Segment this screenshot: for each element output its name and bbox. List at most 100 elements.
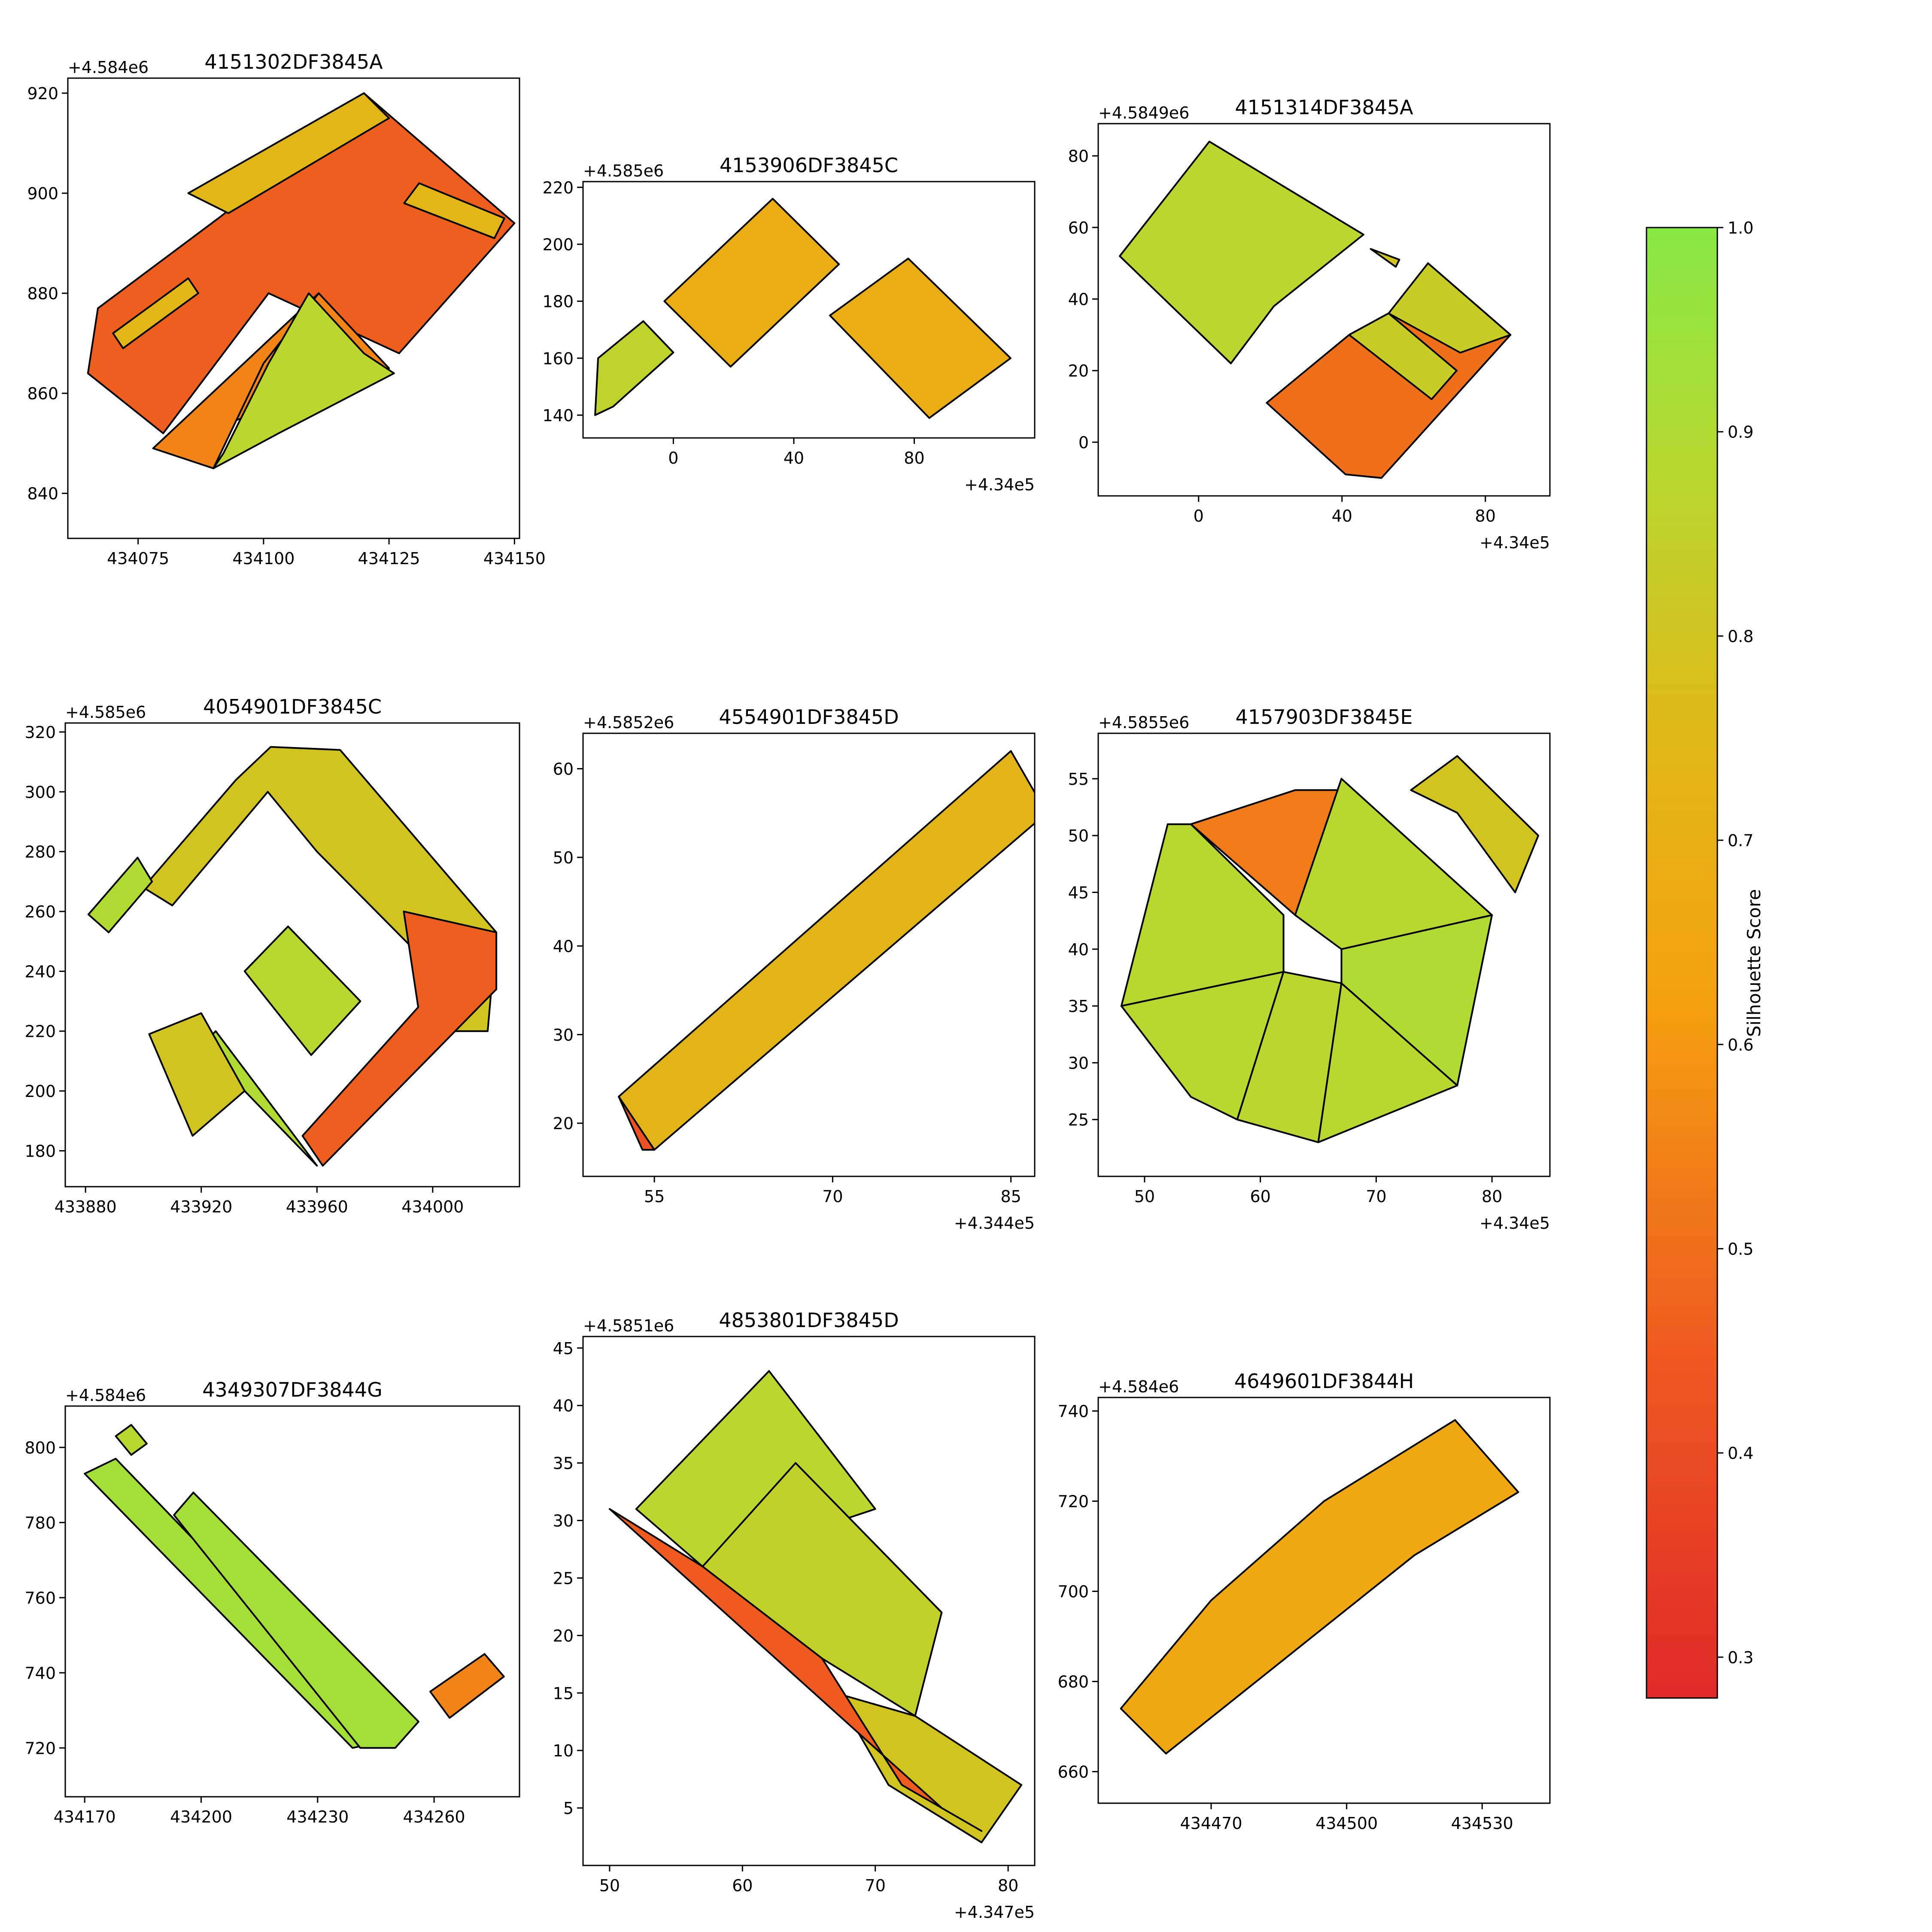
y-tick-label: 45 (1068, 883, 1089, 902)
y-offset-label: +4.584e6 (1098, 1377, 1179, 1396)
axes-frame (582, 732, 1036, 1177)
map-panel: 50 60 70 80 45 40 35 30 25 20 15 10 5 +4.5851e6 +4.347… (553, 1309, 1036, 1922)
y-offset-label: +4.584e6 (65, 1386, 146, 1405)
colorbar-tick-label: 0.8 (1728, 627, 1753, 646)
x-tick-label: 55 (644, 1187, 665, 1206)
parcel-region (618, 1096, 656, 1151)
y-tick-label: 50 (1068, 826, 1089, 845)
x-tick-label: 70 (822, 1187, 843, 1206)
y-tick-label: 880 (27, 284, 58, 303)
axes-frame (1097, 123, 1551, 497)
x-tick-label: 80 (998, 1876, 1018, 1895)
map-panel: 0 40 80 220 200 180 160 140 +4.585e6 +4.34e5 41539… (542, 154, 1036, 494)
y-tick-label: 80 (1068, 147, 1089, 166)
axes-frame (64, 722, 520, 1188)
x-tick-label: 433960 (286, 1197, 348, 1216)
y-offset-label: +4.5852e6 (583, 713, 674, 732)
x-tick-label: 0 (668, 449, 678, 468)
y-tick-label: 60 (1068, 219, 1089, 237)
x-tick-label: 434125 (358, 549, 420, 568)
parcel-region (829, 258, 1012, 419)
parcel-region (834, 1692, 1023, 1844)
y-tick-label: 20 (553, 1114, 574, 1133)
y-tick-label: 320 (24, 723, 56, 742)
parcel-region (1348, 312, 1458, 400)
regions (608, 1370, 1023, 1844)
regions (87, 746, 498, 1167)
regions (1120, 755, 1539, 1143)
x-tick-label: 433920 (170, 1197, 232, 1216)
x-tick-label: 434000 (401, 1197, 464, 1216)
map-panel: 434075 434100 434125 434150 920 900 880 860 840 +… (27, 50, 545, 568)
y-tick-label: 40 (1068, 940, 1089, 959)
regions (1119, 140, 1512, 479)
map-panel: 434170 434200 434230 434260 800 780 760 740 720 +… (24, 1378, 520, 1826)
y-tick-label: 180 (24, 1142, 56, 1160)
y-tick-label: 50 (553, 848, 574, 867)
regions (1120, 1419, 1519, 1755)
y-tick-label: 220 (24, 1022, 56, 1041)
y-tick-label: 720 (24, 1739, 56, 1758)
y-tick-label: 30 (1068, 1054, 1089, 1072)
y-tick-label: 20 (1068, 361, 1089, 380)
panel-title: 4853801DF3845D (719, 1309, 899, 1332)
y-tick-label: 180 (542, 292, 574, 311)
x-offset-label: +4.347e5 (954, 1903, 1035, 1922)
parcel-region (87, 857, 153, 933)
x-tick-label: 434075 (107, 549, 169, 568)
x-tick-label: 0 (1194, 507, 1204, 526)
x-tick-label: 80 (904, 449, 924, 468)
colorbar-gradient (1646, 227, 1718, 1699)
y-tick-label: 10 (553, 1741, 574, 1760)
colorbar-ticks: 1.0 0.9 0.8 0.7 0.6 0.5 0.4 0.3 (1717, 219, 1753, 1667)
y-tick-label: 200 (24, 1082, 56, 1101)
y-tick-label: 260 (24, 902, 56, 921)
x-tick-label: 85 (1000, 1187, 1021, 1206)
y-tick-label: 35 (1068, 997, 1089, 1016)
panel-title: 4349307DF3844G (202, 1378, 382, 1401)
parcel-region (243, 925, 361, 1056)
x-tick-label: 50 (599, 1876, 620, 1895)
parcel-region (1370, 248, 1400, 268)
y-tick-label: 160 (542, 349, 574, 368)
colorbar-tick-label: 1.0 (1728, 219, 1753, 237)
y-tick-label: 30 (553, 1026, 574, 1045)
panel-title: 4649601DF3844H (1234, 1370, 1414, 1393)
y-tick-label: 140 (542, 406, 574, 425)
plot-area (583, 182, 1035, 438)
parcel-region (112, 277, 199, 349)
x-tick-label: 40 (784, 449, 804, 468)
x-offset-label: +4.34e5 (1479, 1214, 1550, 1233)
x-offset-label: +4.344e5 (954, 1214, 1035, 1233)
map-panel: 434470 434500 434530 740 720 700 680 660 +4.584e… (1057, 1370, 1551, 1833)
panel-title: 4554901DF3845D (719, 705, 899, 729)
parcel-region (213, 292, 395, 469)
y-offset-label: +4.584e6 (68, 58, 149, 77)
map-panel: 0 40 80 80 60 40 20 0 +4.5849e6 +4.34e5 4151314DF3… (1068, 96, 1551, 552)
parcel-region (87, 92, 516, 434)
x-tick-label: 433880 (55, 1197, 117, 1216)
y-tick-label: 220 (542, 178, 574, 197)
parcel-region (1119, 140, 1364, 365)
y-tick-label: 900 (27, 184, 58, 203)
parcel-region (1388, 262, 1512, 354)
parcel-region (301, 911, 498, 1167)
y-tick-label: 740 (1057, 1402, 1089, 1421)
y-tick-label: 280 (24, 843, 56, 862)
y-tick-label: 740 (24, 1664, 56, 1683)
colorbar: 1.0 0.9 0.8 0.7 0.6 0.5 0.4 0.3 Silhouette Scor… (1646, 219, 1765, 1699)
parcel-region (142, 746, 498, 1032)
y-tick-label: 720 (1057, 1492, 1089, 1511)
y-tick-label: 0 (1078, 433, 1089, 452)
parcel-region (608, 1508, 983, 1832)
colorbar-tick-label: 0.9 (1728, 423, 1753, 442)
y-tick-label: 840 (27, 484, 58, 503)
colorbar-tick-label: 0.7 (1728, 831, 1753, 850)
x-tick-label: 80 (1475, 507, 1496, 526)
parcel-region (187, 92, 390, 214)
parcel-region (115, 1424, 148, 1456)
colorbar-label: Silhouette Score (1744, 889, 1765, 1037)
y-tick-label: 15 (553, 1684, 574, 1703)
panel-title: 4157903DF3845E (1236, 705, 1413, 729)
colorbar-tick-label: 0.5 (1728, 1239, 1753, 1258)
